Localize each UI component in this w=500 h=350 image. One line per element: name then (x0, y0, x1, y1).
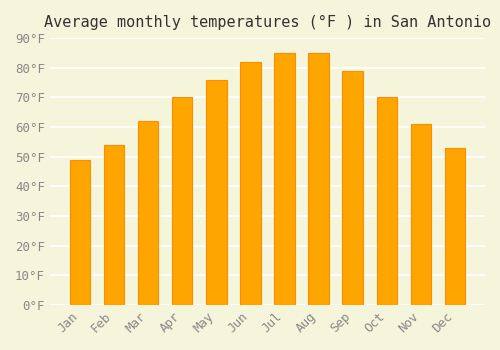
Bar (445, 148, 465, 305)
Title: Average monthly temperatures (°F ) in San Antonio: Average monthly temperatures (°F ) in Sa… (44, 15, 491, 30)
Bar (342, 71, 363, 305)
Bar (410, 124, 431, 305)
Bar (308, 53, 329, 305)
Bar (172, 97, 193, 305)
Bar (104, 145, 124, 305)
Bar (274, 53, 294, 305)
Bar (376, 97, 397, 305)
Bar (138, 121, 158, 305)
Bar (240, 62, 260, 305)
Bar (206, 80, 227, 305)
Bar (70, 160, 90, 305)
